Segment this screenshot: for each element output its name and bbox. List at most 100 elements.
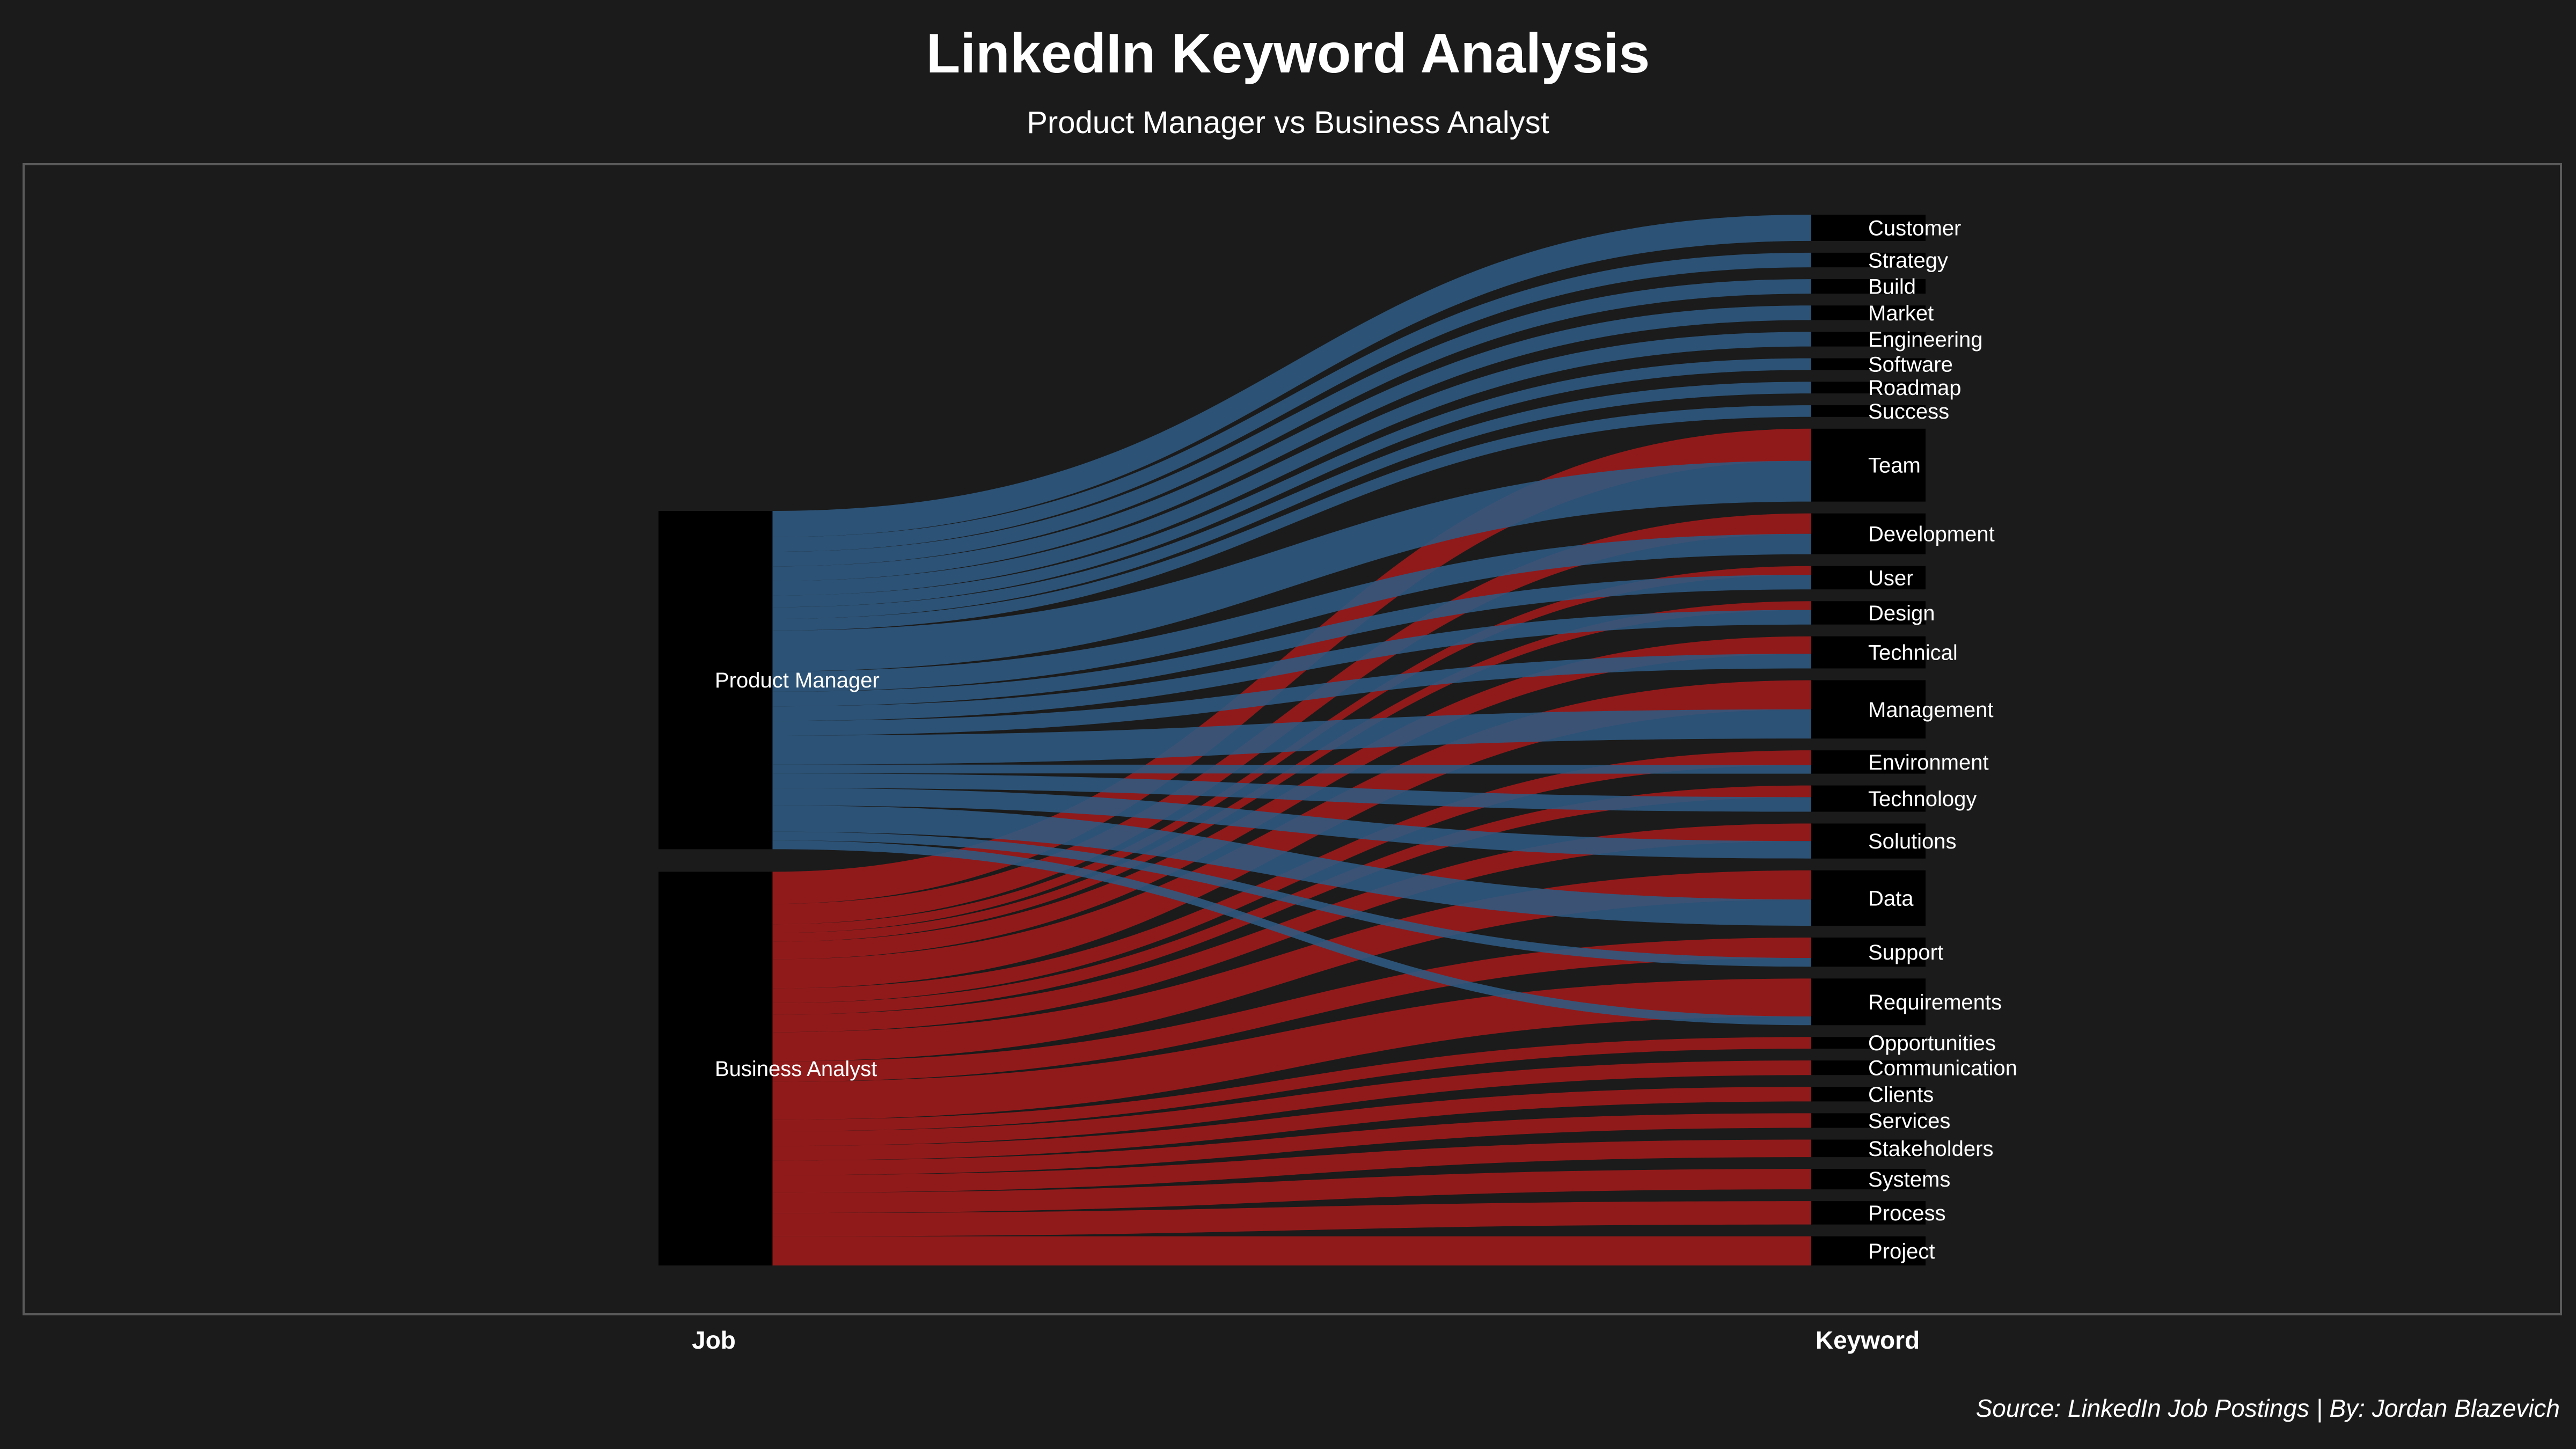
node-keyword-support <box>1811 937 1926 967</box>
chart-title: LinkedIn Keyword Analysis <box>926 23 1650 85</box>
flow-business-analyst-to-development <box>773 513 1811 925</box>
axis-label-keyword: Keyword <box>1816 1326 1920 1354</box>
flow-links <box>773 215 1811 1265</box>
node-keyword-process <box>1811 1201 1926 1225</box>
node-keyword-user <box>1811 566 1926 590</box>
label-keyword-systems: Systems <box>1868 1168 1950 1191</box>
label-keyword-requirements: Requirements <box>1868 991 2002 1014</box>
flow-product-manager-to-technical <box>773 654 1811 736</box>
label-keyword-customer: Customer <box>1868 216 1961 240</box>
flow-product-manager-to-roadmap <box>773 382 1811 619</box>
label-keyword-services: Services <box>1868 1109 1950 1133</box>
flow-product-manager-to-strategy <box>773 252 1811 552</box>
flow-business-analyst-to-systems <box>773 1169 1811 1213</box>
node-keyword-roadmap <box>1811 382 1926 394</box>
flow-product-manager-to-build <box>773 279 1811 567</box>
flow-product-manager-to-environment <box>773 764 1811 774</box>
label-job-product-manager: Product Manager <box>715 669 880 692</box>
flow-product-manager-to-technology <box>773 773 1811 812</box>
label-keyword-clients: Clients <box>1868 1083 1934 1107</box>
label-keyword-support: Support <box>1868 941 1943 964</box>
flow-product-manager-to-development <box>773 533 1811 692</box>
flow-business-analyst-to-services <box>773 1113 1811 1175</box>
node-keyword-opportunities <box>1811 1037 1926 1049</box>
label-keyword-communication: Communication <box>1868 1057 2017 1080</box>
node-keyword-environment <box>1811 750 1926 774</box>
flow-product-manager-to-management <box>773 709 1811 765</box>
flow-business-analyst-to-solutions <box>773 823 1811 1033</box>
label-keyword-technology: Technology <box>1868 787 1977 811</box>
flow-product-manager-to-solutions <box>773 788 1811 859</box>
flow-product-manager-to-user <box>773 575 1811 707</box>
flow-business-analyst-to-process <box>773 1201 1811 1236</box>
node-keyword-systems <box>1811 1169 1926 1190</box>
flow-product-manager-to-design <box>773 610 1811 721</box>
label-keyword-strategy: Strategy <box>1868 248 1948 272</box>
flow-product-manager-to-customer <box>773 215 1811 537</box>
node-labels: Product Manager Business Analyst Customer S… <box>715 216 2017 1263</box>
node-keyword-software <box>1811 358 1926 370</box>
flow-business-analyst-to-requirements <box>773 978 1811 1120</box>
flow-product-manager-to-success <box>773 405 1811 631</box>
flow-business-analyst-to-data <box>773 870 1811 1062</box>
flow-business-analyst-to-management <box>773 680 1811 989</box>
flow-product-manager-to-software <box>773 358 1811 608</box>
label-keyword-development: Development <box>1868 523 1995 546</box>
node-keyword-services <box>1811 1113 1926 1128</box>
node-keyword-management <box>1811 680 1926 739</box>
label-keyword-management: Management <box>1868 698 1993 722</box>
node-job-product-manager <box>658 511 773 850</box>
label-keyword-user: User <box>1868 566 1913 590</box>
node-keyword-project <box>1811 1236 1926 1265</box>
node-keyword-data <box>1811 870 1926 926</box>
chart-caption: Source: LinkedIn Job Postings | By: Jord… <box>1976 1394 2560 1422</box>
label-keyword-roadmap: Roadmap <box>1868 376 1961 400</box>
label-keyword-data: Data <box>1868 887 1914 910</box>
label-keyword-opportunities: Opportunities <box>1868 1031 1996 1055</box>
node-keyword-engineering <box>1811 332 1926 347</box>
chart-subtitle: Product Manager vs Business Analyst <box>1027 105 1549 140</box>
node-keyword-build <box>1811 279 1926 294</box>
flow-product-manager-to-market <box>773 305 1811 581</box>
label-keyword-environment: Environment <box>1868 751 1989 774</box>
node-keyword-solutions <box>1811 823 1926 859</box>
label-keyword-build: Build <box>1868 275 1916 299</box>
flow-business-analyst-to-communication <box>773 1060 1811 1146</box>
flow-product-manager-to-support <box>773 831 1811 967</box>
node-keyword-design <box>1811 601 1926 625</box>
node-keyword-team <box>1811 428 1926 502</box>
label-keyword-success: Success <box>1868 400 1949 423</box>
flow-business-analyst-to-support <box>773 937 1811 1082</box>
node-keyword-market <box>1811 305 1926 320</box>
node-keyword-success <box>1811 405 1926 417</box>
label-keyword-team: Team <box>1868 454 1921 478</box>
flow-business-analyst-to-stakeholders <box>773 1139 1811 1193</box>
node-keyword-development <box>1811 513 1926 554</box>
flow-product-manager-to-engineering <box>773 332 1811 596</box>
plot-panel <box>23 163 2562 1315</box>
label-keyword-process: Process <box>1868 1202 1946 1225</box>
flow-business-analyst-to-project <box>773 1236 1811 1265</box>
flow-business-analyst-to-clients <box>773 1087 1811 1161</box>
node-keyword-technology <box>1811 785 1926 812</box>
label-keyword-market: Market <box>1868 302 1934 325</box>
flow-business-analyst-to-opportunities <box>773 1037 1811 1132</box>
node-keyword-customer <box>1811 215 1926 241</box>
flow-product-manager-to-team <box>773 460 1811 671</box>
flow-product-manager-to-requirements <box>773 840 1811 1026</box>
node-keyword-communication <box>1811 1060 1926 1075</box>
label-keyword-software: Software <box>1868 353 1953 376</box>
node-keyword-stakeholders <box>1811 1139 1926 1158</box>
node-keyword-requirements <box>1811 978 1926 1026</box>
node-keyword-strategy <box>1811 252 1926 268</box>
label-job-business-analyst: Business Analyst <box>715 1057 877 1081</box>
label-keyword-solutions: Solutions <box>1868 830 1957 853</box>
node-keyword-clients <box>1811 1087 1926 1102</box>
label-keyword-stakeholders: Stakeholders <box>1868 1137 1993 1161</box>
label-keyword-design: Design <box>1868 602 1935 625</box>
flow-product-manager-to-data <box>773 805 1811 926</box>
node-job-business-analyst <box>658 872 773 1265</box>
node-keyword-technical <box>1811 636 1926 669</box>
label-keyword-engineering: Engineering <box>1868 328 1983 352</box>
